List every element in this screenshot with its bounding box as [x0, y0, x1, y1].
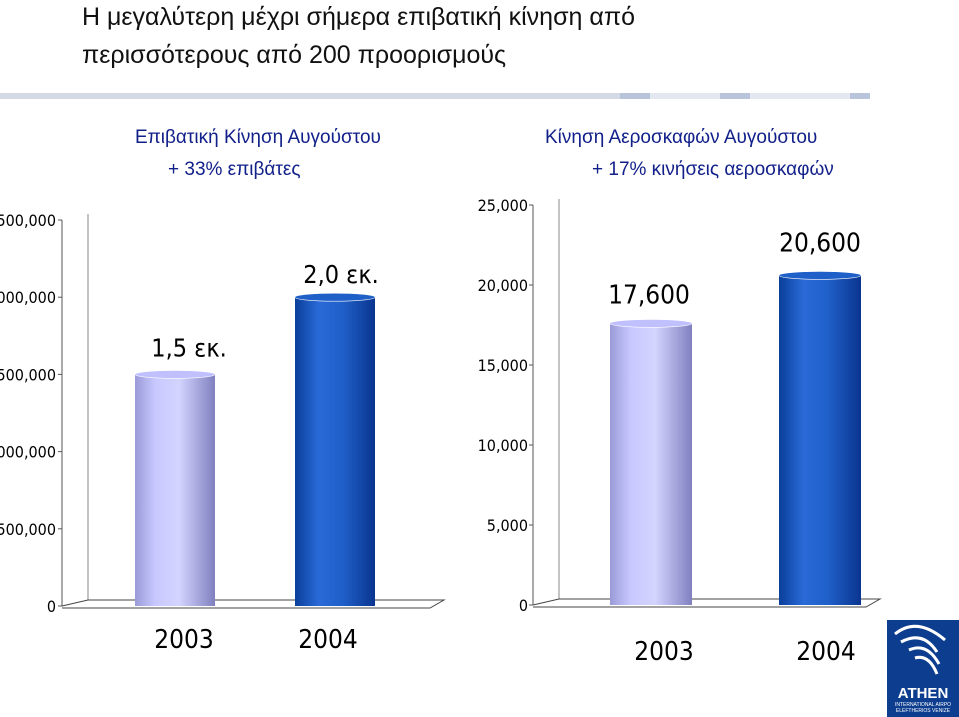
y-tick-label: 10,000	[478, 436, 528, 455]
y-tick-label: 0	[519, 596, 528, 615]
airport-logo-icon: ATHEN INTERNATIONAL AIRPO ELEFTHERIOS VEN…	[887, 620, 959, 717]
page-title-line-2: περισσότερους από 200 προορισμούς	[82, 41, 507, 69]
bar-2003	[609, 319, 693, 605]
x-category-label: 2004	[298, 625, 358, 655]
y-tick-label: 500,000	[0, 211, 56, 230]
header-divider-bar	[0, 93, 959, 99]
chart-floor	[61, 599, 446, 609]
data-label: 2,0 εκ.	[303, 260, 378, 289]
x-category-label: 2004	[796, 637, 856, 667]
y-tick-label: 20,000	[478, 276, 528, 295]
chart-1-subtitle: + 33% επιβάτες	[168, 159, 301, 180]
x-category-label: 2003	[634, 637, 694, 667]
chart-passengers: 0 500,000 000,000 500,000 000,000 500,000 1,5 …	[0, 211, 446, 655]
y-tick-label: 5,000	[487, 516, 528, 535]
bar-2004	[294, 292, 376, 606]
y-tick-label: 25,000	[478, 196, 528, 215]
page-title-line-1: Η μεγαλύτερη μέχρι σήμερα επιβατική κίνη…	[82, 3, 635, 31]
bar-2004	[778, 271, 862, 605]
chart-floor	[532, 598, 882, 608]
y-tick-label: 000,000	[0, 288, 56, 307]
logo-name: ATHEN	[897, 685, 949, 702]
y-tick-label: 500,000	[0, 520, 56, 539]
x-category-label: 2003	[154, 625, 214, 655]
bar-2003	[134, 370, 216, 606]
y-tick-label: 500,000	[0, 365, 56, 384]
logo-subtitle: INTERNATIONAL AIRPO ELEFTHERIOS VENIZE	[894, 702, 952, 714]
y-tick-label: 000,000	[0, 443, 56, 462]
data-label: 1,5 εκ.	[151, 333, 226, 362]
chart-2-title: Κίνηση Αεροσκαφών Αυγούστου	[545, 127, 818, 148]
data-label: 20,600	[779, 228, 861, 258]
chart-1-title: Επιβατική Κίνηση Αυγούστου	[135, 127, 381, 148]
chart-2-subtitle: + 17% κινήσεις αεροσκαφών	[592, 159, 834, 180]
y-tick-label: 0	[47, 597, 56, 616]
chart-aircraft: 0 5,000 10,000 15,000 20,000 25,000 17,600 20,6…	[478, 196, 882, 667]
data-label: 17,600	[608, 280, 690, 310]
y-tick-label: 15,000	[478, 356, 528, 375]
